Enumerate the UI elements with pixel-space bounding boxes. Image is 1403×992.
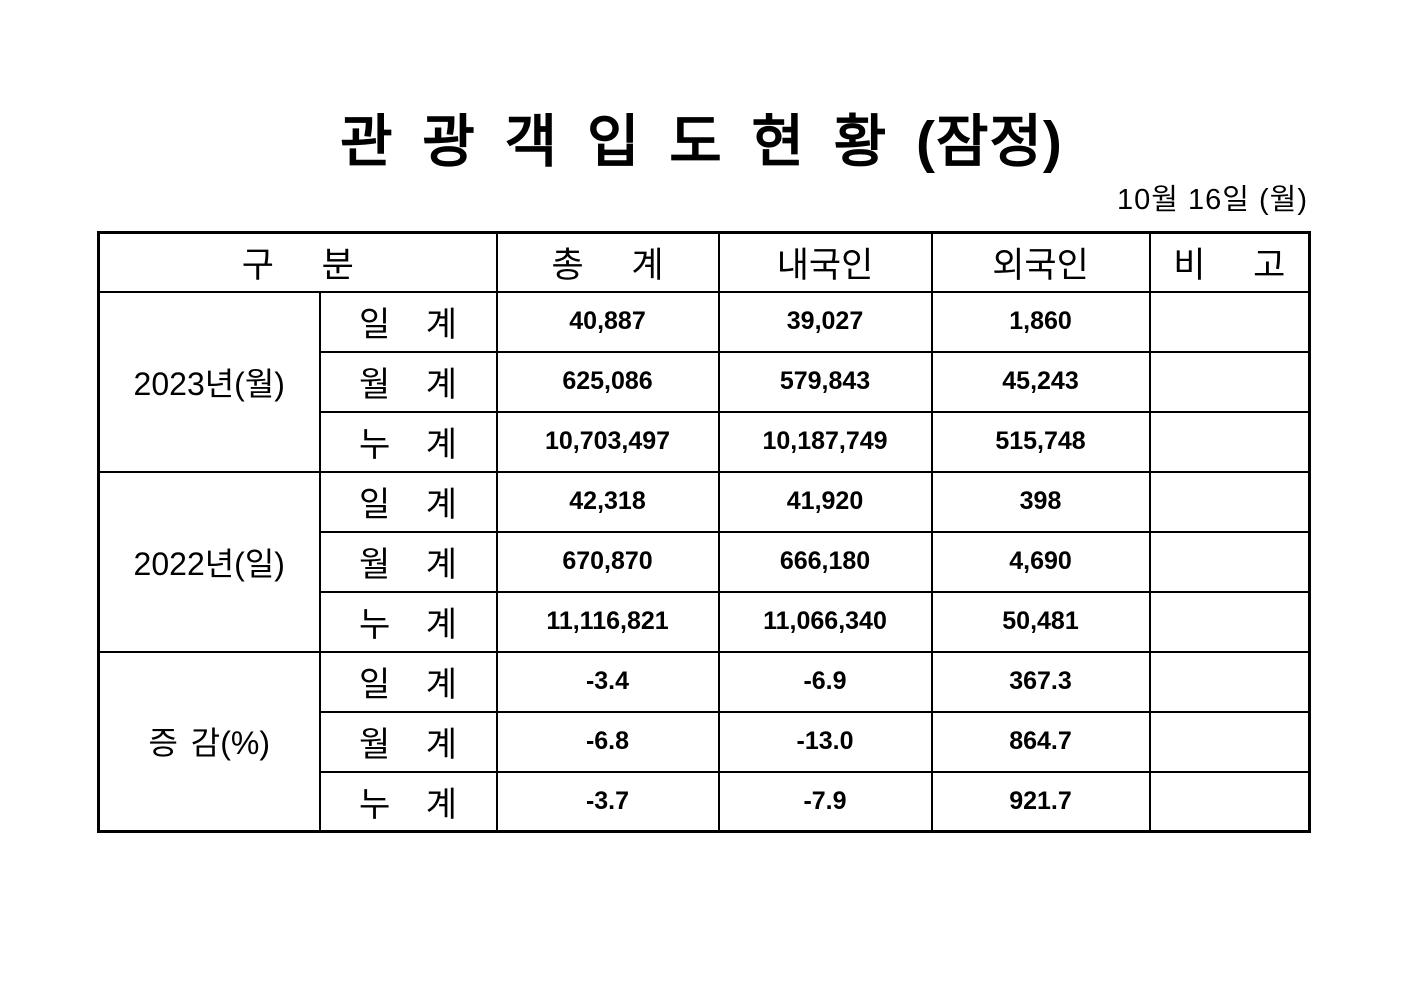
value-foreign: 4,690 [930,530,1151,593]
value-domestic: 666,180 [717,530,933,593]
value-foreign: 864.7 [930,710,1151,773]
value-total: -6.8 [495,710,720,773]
header-category: 구 분 [97,231,498,293]
row-label: 일 계 [318,650,498,713]
value-foreign: 1,860 [930,290,1151,353]
header-domestic: 내국인 [717,231,933,293]
value-domestic: -7.9 [717,770,933,833]
value-total: -3.4 [495,650,720,713]
value-total: 40,887 [495,290,720,353]
table-row: 누 계 10,703,497 10,187,749 515,748 [99,410,1311,473]
row-label: 누 계 [318,770,498,833]
value-total: 10,703,497 [495,410,720,473]
value-foreign: 398 [930,470,1151,533]
report-date: 10월 16일 (월) [1117,184,1308,216]
value-total: 11,116,821 [495,590,720,653]
value-domestic: 41,920 [717,470,933,533]
value-foreign: 45,243 [930,350,1151,413]
table-header-row: 구 분 총 계 내국인 외국인 비 고 [97,231,1311,293]
group-2023: 2023년(월) [97,290,321,473]
table-row: 누 계 11,116,821 11,066,340 50,481 [99,590,1311,653]
value-domestic: 11,066,340 [717,590,933,653]
table-row: 월 계 670,870 666,180 4,690 [99,530,1311,593]
table-row: 증 감(%) 일 계 -3.4 -6.9 367.3 [97,650,1311,833]
row-label: 월 계 [318,710,498,773]
value-total: 625,086 [495,350,720,413]
row-label: 누 계 [318,410,498,473]
note-cell [1148,410,1311,473]
value-domestic: -6.9 [717,650,933,713]
row-label: 일 계 [318,470,498,533]
value-foreign: 50,481 [930,590,1151,653]
tourist-arrival-table: 구 분 총 계 내국인 외국인 비 고 2023년(월) 일 계 40,887 … [97,231,1311,833]
row-label: 일 계 [318,290,498,353]
header-foreign: 외국인 [930,231,1151,293]
value-domestic: 39,027 [717,290,933,353]
header-total: 총 계 [495,231,720,293]
note-cell [1148,590,1311,653]
header-note: 비 고 [1148,231,1311,293]
value-domestic: 579,843 [717,350,933,413]
value-domestic: -13.0 [717,710,933,773]
table-row: 월 계 625,086 579,843 45,243 [99,350,1311,413]
row-label: 누 계 [318,590,498,653]
value-total: -3.7 [495,770,720,833]
note-cell [1148,290,1311,353]
table-row: 월 계 -6.8 -13.0 864.7 [99,710,1311,773]
value-foreign: 921.7 [930,770,1151,833]
page-title: 관 광 객 입 도 현 황 (잠정) [340,110,1063,174]
table-row: 2022년(일) 일 계 42,318 41,920 398 [97,470,1311,653]
row-label: 월 계 [318,530,498,593]
table-row: 누 계 -3.7 -7.9 921.7 [99,770,1311,833]
group-change-pct: 증 감(%) [97,650,321,833]
note-cell [1148,770,1311,833]
value-foreign: 515,748 [930,410,1151,473]
note-cell [1148,530,1311,593]
group-2022: 2022년(일) [97,470,321,653]
value-total: 670,870 [495,530,720,593]
value-domestic: 10,187,749 [717,410,933,473]
row-label: 월 계 [318,350,498,413]
table-row: 2023년(월) 일 계 40,887 39,027 1,860 [97,290,1311,473]
value-foreign: 367.3 [930,650,1151,713]
note-cell [1148,350,1311,413]
note-cell [1148,710,1311,773]
note-cell [1148,650,1311,713]
note-cell [1148,470,1311,533]
value-total: 42,318 [495,470,720,533]
